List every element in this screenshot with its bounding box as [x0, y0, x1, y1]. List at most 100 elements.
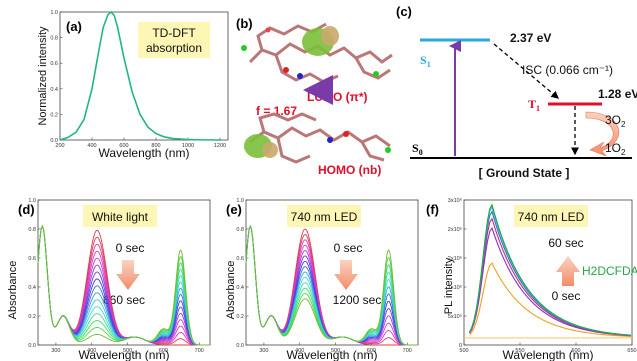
- annotation-text-d: White light: [92, 210, 149, 224]
- x-axis-label-d: Wavelength (nm): [79, 348, 170, 361]
- x-tick-label-a: 400: [87, 143, 96, 149]
- x-tick-label-e: 600: [367, 348, 376, 354]
- panel-label-e: (e): [226, 202, 242, 217]
- annotation-box-f: [514, 205, 588, 227]
- x-tick-label-a: 1200: [214, 143, 226, 149]
- probe-label-f: H2DCFDA: [582, 264, 637, 278]
- panel-e: (e) 740 nm LED 0 sec 1200 sec Absorbance…: [225, 198, 419, 361]
- y-tick-label-a: 0.2: [50, 112, 58, 118]
- y-tick-label-e: 0.0: [236, 343, 244, 349]
- y-tick-label-e: 0.6: [236, 256, 244, 262]
- s0-label: S0: [412, 141, 423, 157]
- series-line-f: [469, 203, 631, 336]
- oscillator-strength: f = 1.67: [256, 104, 297, 118]
- y-tick-label-f: 2x10⁶: [448, 255, 462, 262]
- x-tick-label-e: 700: [403, 348, 412, 354]
- y-tick-label-a: 0.8: [50, 36, 58, 42]
- x-tick-label-a: 200: [55, 143, 64, 149]
- x-tick-label-a: 800: [151, 143, 160, 149]
- panel-label-f: (f): [426, 202, 439, 217]
- y-tick-label-d: 0.0: [28, 343, 36, 349]
- time-end-f: 60 sec: [548, 236, 583, 250]
- time-arrow-e: [334, 260, 358, 290]
- time-start-f: 0 sec: [552, 289, 581, 303]
- panel-a: (a) TD-DFT absorption Normalized intensi…: [37, 10, 229, 160]
- t1-label: T1: [528, 97, 540, 113]
- y-tick-label-d: 0.6: [28, 256, 36, 262]
- y-tick-label-f: 1x10⁶: [448, 284, 462, 291]
- time-end-d: 660 sec: [103, 293, 145, 307]
- plot-frame-f: [463, 199, 633, 346]
- annotation-box-a: [138, 22, 210, 58]
- series-line-e: [245, 224, 418, 346]
- s1-label: S1: [420, 53, 431, 69]
- panel-d: (d) White light 0 sec 660 sec Absorbance…: [7, 198, 211, 361]
- x-axis-label-a: Wavelength (nm): [99, 146, 190, 160]
- ground-state-label: [ Ground State ]: [479, 166, 570, 180]
- y-tick-label-d: 0.8: [28, 227, 36, 233]
- series-line-a: [59, 10, 221, 141]
- x-tick-label-d: 600: [159, 348, 168, 354]
- time-start-e: 0 sec: [334, 241, 363, 255]
- y-axis-label-d: Absorbance: [7, 261, 19, 320]
- y-axis-label-a: Normalized intensity: [37, 26, 49, 126]
- x-tick-label-a: 600: [119, 143, 128, 149]
- time-arrow-d: [116, 260, 140, 290]
- panel-label-b: (b): [236, 16, 253, 31]
- x-tick-label-f: 600: [571, 348, 580, 354]
- y-tick-label-d: 1.0: [28, 198, 36, 204]
- y-tick-label-a: 0.6: [50, 61, 58, 67]
- y-axis-label-f: PL intensity: [443, 257, 455, 314]
- y-tick-label-a: 1.0: [50, 10, 58, 16]
- homo-molecule-image: [244, 112, 391, 164]
- t1-energy: 1.28 eV: [598, 87, 637, 101]
- panel-label-a: (a): [66, 19, 82, 34]
- y-tick-label-a: 0.4: [50, 87, 58, 93]
- y-tick-label-e: 1.0: [236, 198, 244, 204]
- annotation-text-f: 740 nm LED: [518, 210, 585, 224]
- y-tick-label-f: 0: [459, 343, 462, 349]
- annotation-text-a1: TD-DFT: [152, 26, 196, 40]
- y-tick-label-f: 5x10⁵: [448, 313, 462, 320]
- x-tick-label-d: 400: [87, 348, 96, 354]
- energy-transfer-arrow: [585, 111, 620, 157]
- time-arrow-f: [556, 256, 580, 286]
- annotation-text-a2: absorption: [146, 41, 202, 55]
- y-axis-label-e: Absorbance: [225, 261, 237, 320]
- annotation-box-e: [287, 205, 361, 227]
- annotation-text-e: 740 nm LED: [291, 210, 358, 224]
- x-tick-label-e: 500: [331, 348, 340, 354]
- x-tick-label-e: 300: [259, 348, 268, 354]
- lumo-molecule-image: [241, 22, 393, 84]
- plot-frame-d: [37, 199, 211, 346]
- x-axis-label-e: Wavelength (nm): [287, 348, 378, 361]
- plot-frame-a: [59, 11, 229, 141]
- y-tick-label-d: 0.2: [28, 314, 36, 320]
- x-tick-label-e: 400: [295, 348, 304, 354]
- panel-c: (c) S1 2.37 eV S0 [ Ground State ] ISC (…: [396, 4, 637, 180]
- y-tick-label-e: 0.4: [236, 285, 244, 291]
- plot-frame-e: [245, 199, 419, 346]
- x-tick-label-f: 550: [515, 348, 524, 354]
- x-axis-label-f: Wavelength (nm): [503, 348, 594, 361]
- x-tick-label-a: 1000: [182, 143, 194, 149]
- y-tick-label-f: 2x10⁶: [448, 226, 462, 233]
- panel-f: (f) 740 nm LED 60 sec 0 sec H2DCFDA PL i…: [426, 197, 637, 361]
- x-tick-label-f: 500: [459, 348, 468, 354]
- homo-label: HOMO (nb): [318, 163, 381, 177]
- time-end-e: 1200 sec: [333, 293, 382, 307]
- singlet-oxygen-label: 1O2: [605, 141, 626, 157]
- triplet-oxygen-label: 3O2: [605, 113, 626, 129]
- x-tick-label-d: 700: [195, 348, 204, 354]
- panel-label-c: (c): [396, 4, 412, 19]
- time-start-d: 0 sec: [116, 241, 145, 255]
- x-tick-label-f: 650: [627, 348, 636, 354]
- isc-label: ISC (0.066 cm⁻¹): [522, 63, 613, 77]
- annotation-box-d: [83, 205, 157, 227]
- x-tick-label-d: 300: [51, 348, 60, 354]
- series-line-d: [37, 224, 210, 346]
- panel-label-d: (d): [18, 202, 35, 217]
- y-tick-label-d: 0.4: [28, 285, 36, 291]
- y-tick-label-a: 0.0: [50, 138, 58, 144]
